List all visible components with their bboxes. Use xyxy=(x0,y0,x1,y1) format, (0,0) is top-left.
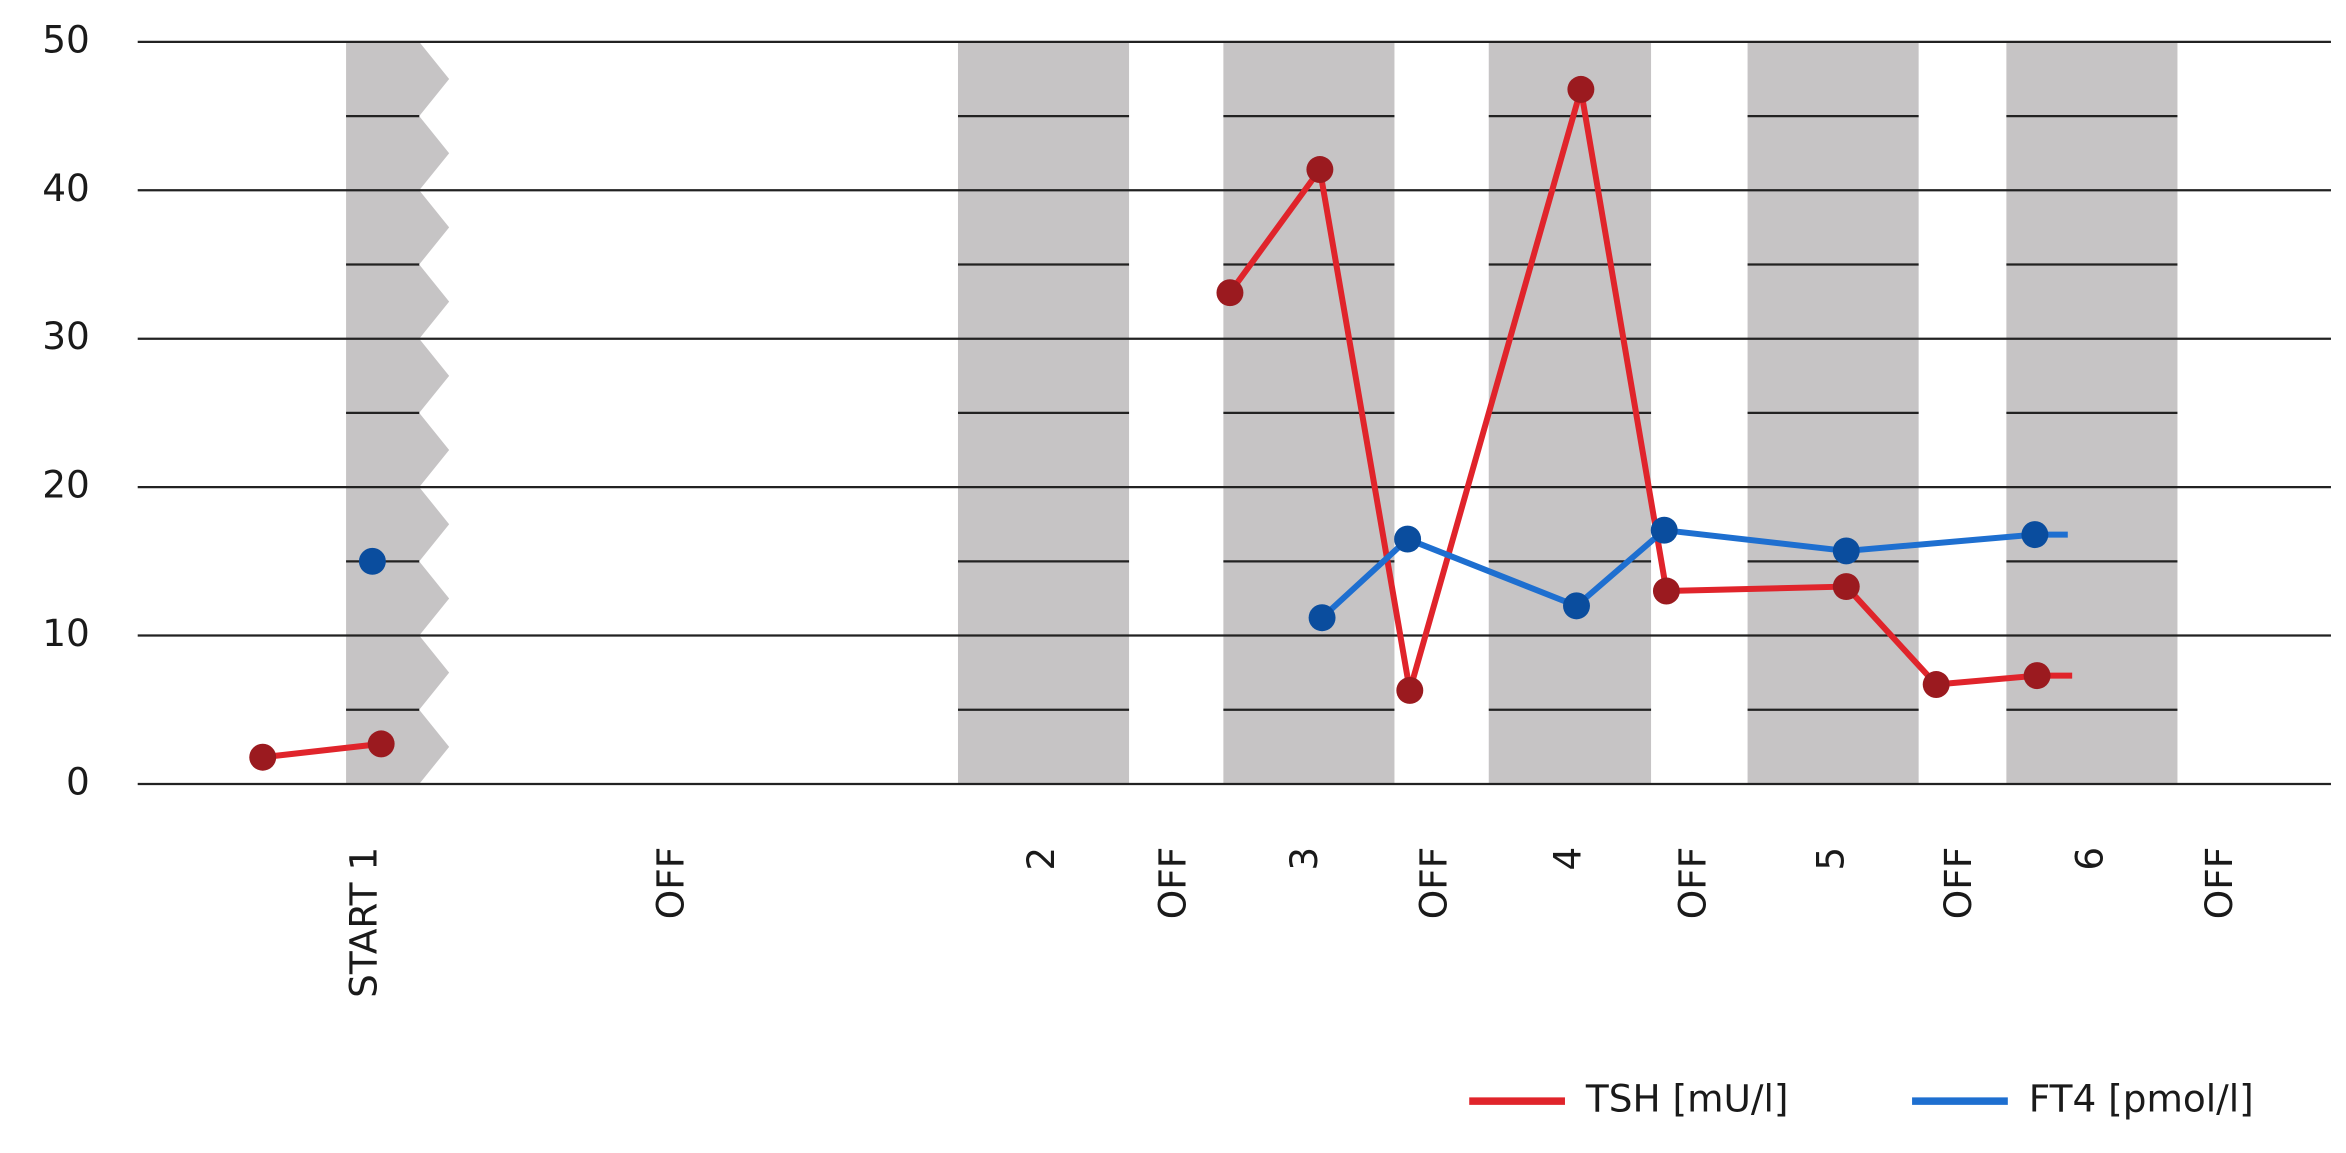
data-point xyxy=(2023,662,2051,690)
x-tick-label: OFF xyxy=(1670,847,1714,919)
x-tick-label: OFF xyxy=(2197,847,2241,919)
data-point xyxy=(1652,577,1680,605)
x-tick: OFF xyxy=(1936,847,1980,919)
data-point xyxy=(367,730,395,758)
x-tick: 2 xyxy=(1019,847,1063,871)
data-point xyxy=(1308,604,1336,632)
data-point xyxy=(1394,525,1422,553)
y-tick-label: 0 xyxy=(66,759,90,803)
x-tick: OFF xyxy=(648,847,692,919)
x-tick-label: OFF xyxy=(648,847,692,919)
data-point xyxy=(1216,279,1244,307)
data-point xyxy=(249,743,277,771)
y-tick-label: 20 xyxy=(42,463,90,507)
x-tick-label: 4 xyxy=(1545,847,1589,871)
x-tick: OFF xyxy=(1151,847,1195,919)
x-tick: START 1 xyxy=(341,847,385,998)
data-point xyxy=(1396,676,1424,704)
data-point xyxy=(1922,671,1950,698)
data-point xyxy=(1832,537,1860,565)
x-tick-label: 6 xyxy=(2067,847,2111,871)
data-point xyxy=(1306,156,1334,183)
y-tick-label: 10 xyxy=(42,611,90,655)
x-tick-label: 3 xyxy=(1282,847,1326,871)
x-tick: 6 xyxy=(2067,847,2111,871)
x-tick-label: OFF xyxy=(1151,847,1195,919)
series-line xyxy=(262,740,382,761)
x-tick: OFF xyxy=(1412,847,1456,919)
data-point xyxy=(358,547,386,575)
x-tick-label: START 1 xyxy=(341,847,385,998)
x-tick-label: 5 xyxy=(1809,847,1853,871)
x-tick-label: OFF xyxy=(1412,847,1456,919)
data-point xyxy=(1563,592,1590,620)
data-point xyxy=(1567,75,1595,103)
y-tick-label: 50 xyxy=(42,17,90,61)
y-tick-label: 40 xyxy=(42,166,90,210)
data-point xyxy=(1832,573,1860,601)
x-tick-label: OFF xyxy=(1936,847,1980,919)
legend-label: FT4 [pmol/l] xyxy=(2029,1077,2254,1121)
data-point xyxy=(2021,521,2049,549)
x-tick-label: 2 xyxy=(1019,847,1063,871)
x-tick: 3 xyxy=(1282,847,1326,871)
x-tick: OFF xyxy=(1670,847,1714,919)
legend-label: TSH [mU/l] xyxy=(1585,1077,1789,1121)
x-tick: 5 xyxy=(1809,847,1853,871)
x-tick: OFF xyxy=(2197,847,2241,919)
y-tick-label: 30 xyxy=(42,314,90,358)
data-point xyxy=(1650,516,1678,544)
x-tick: 4 xyxy=(1545,847,1589,871)
